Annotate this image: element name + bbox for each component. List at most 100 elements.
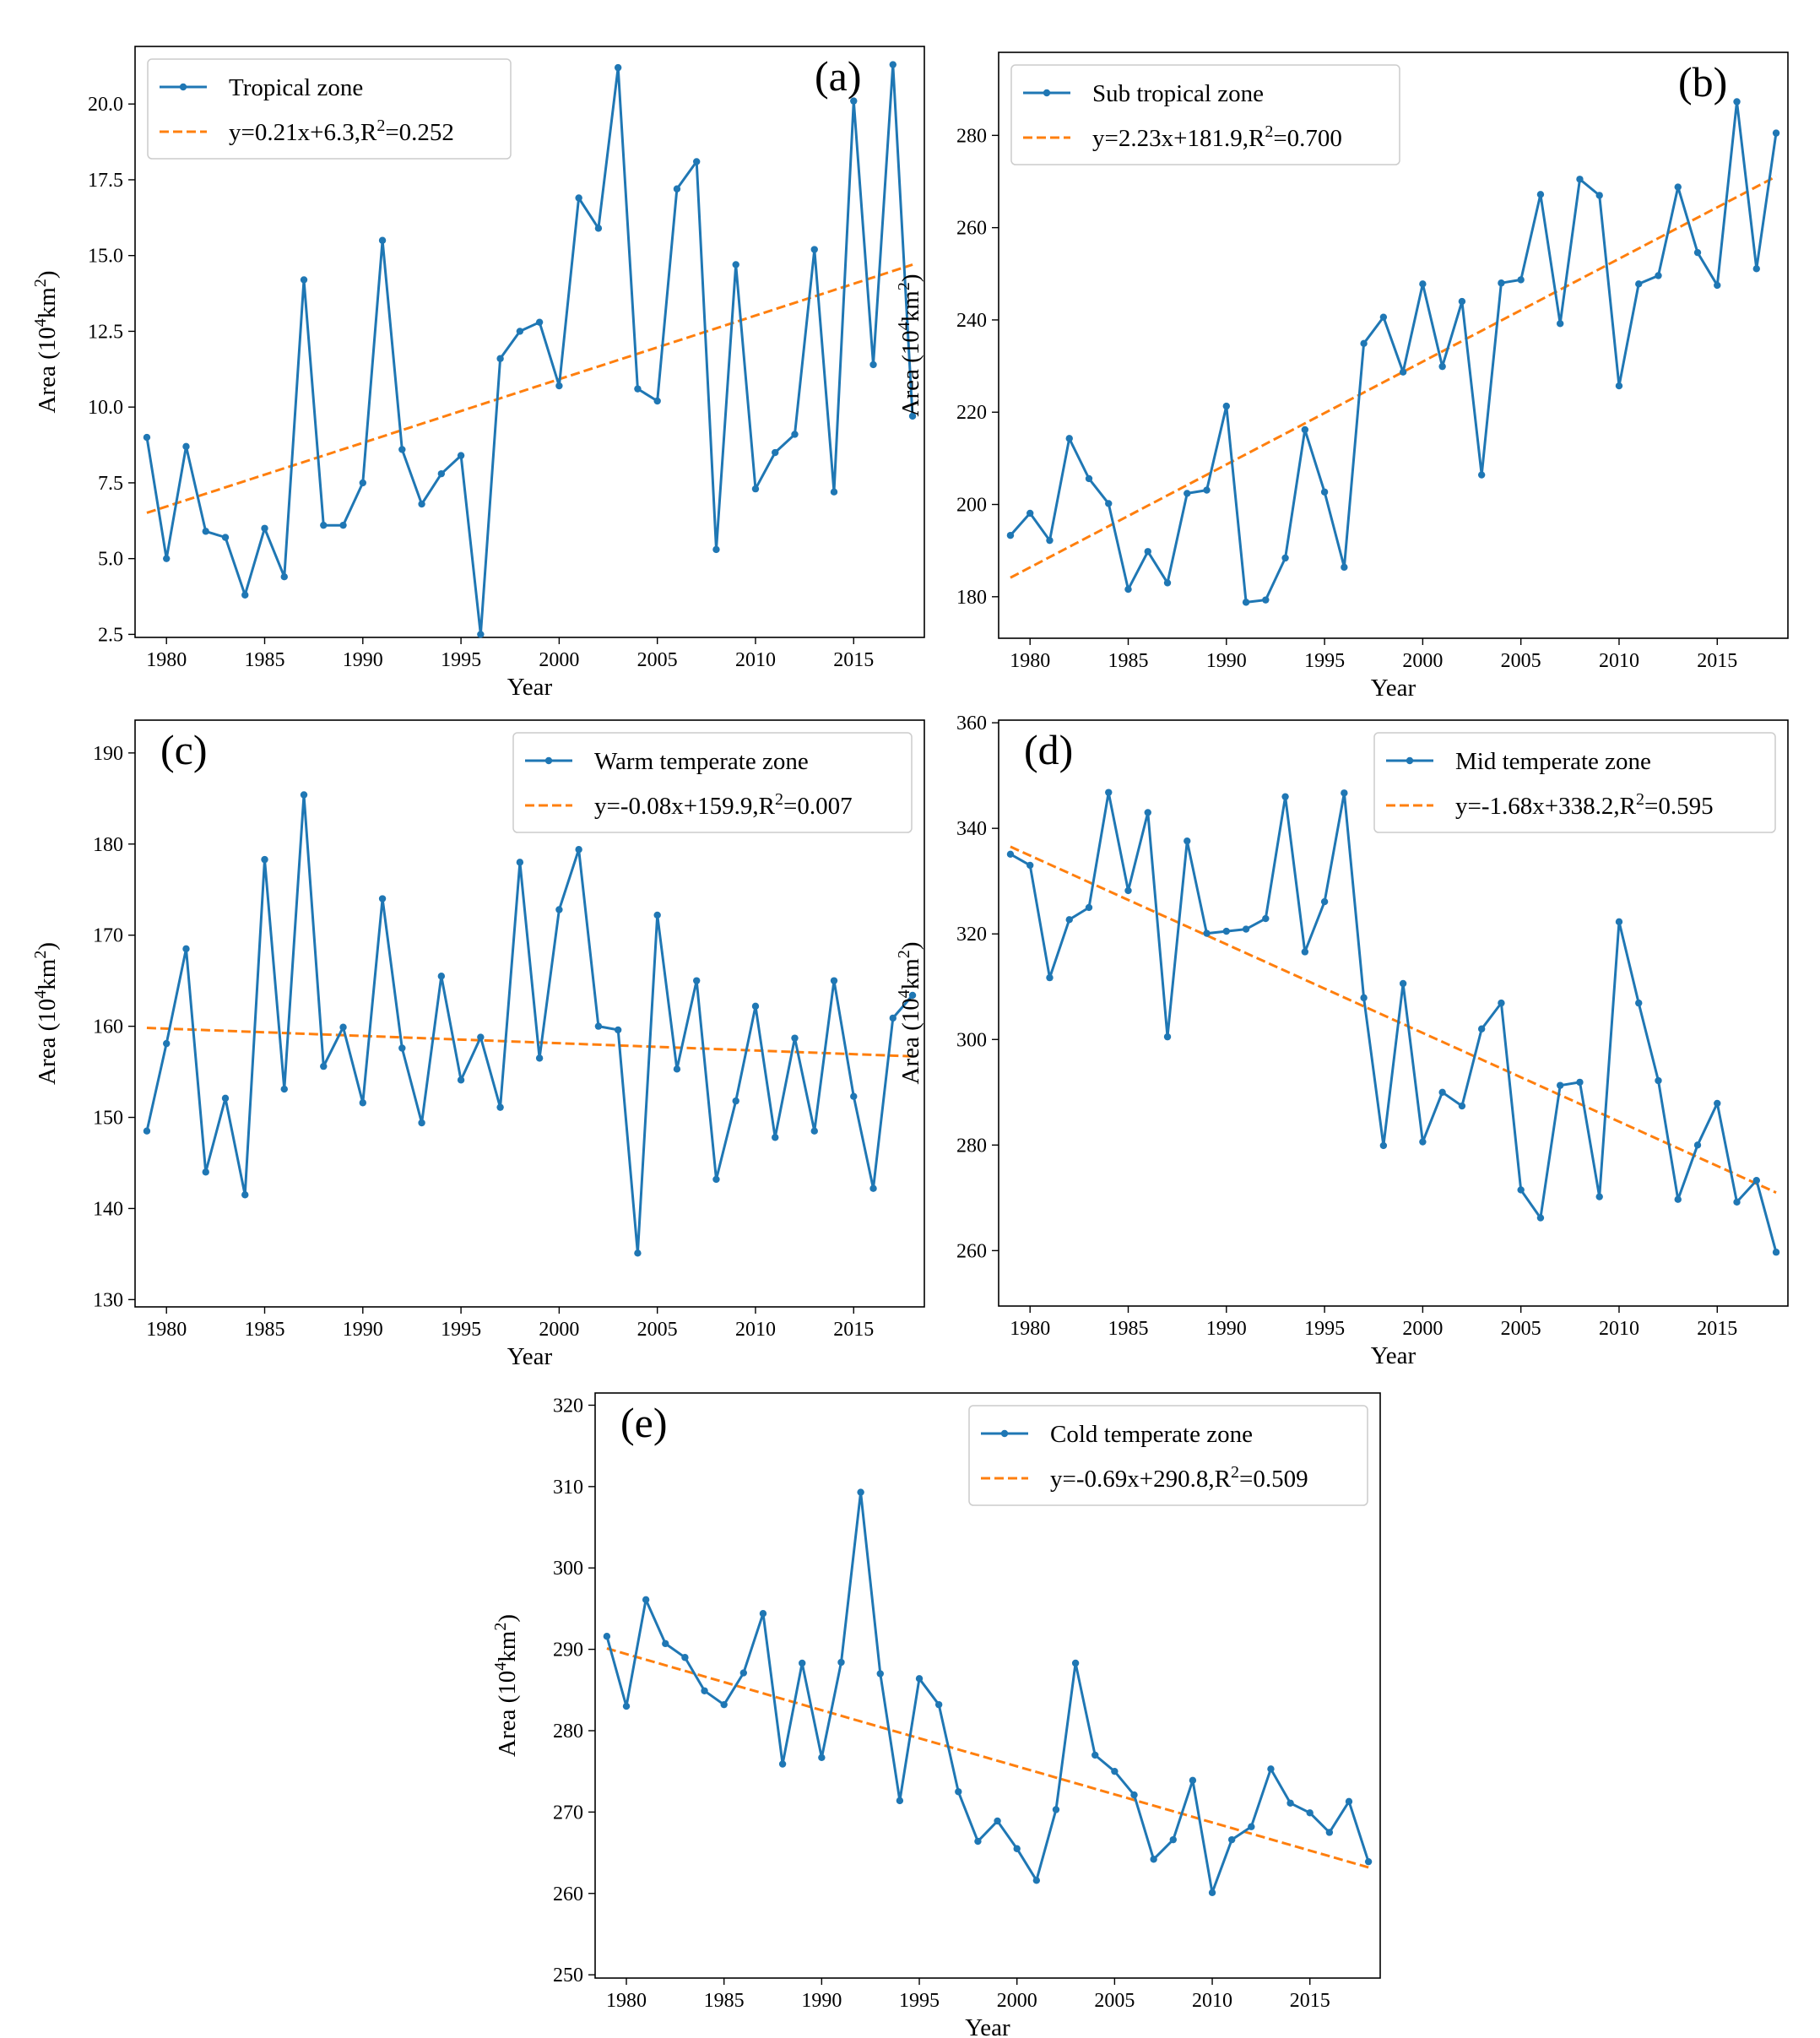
data-point — [1714, 281, 1721, 290]
legend-series-marker — [544, 756, 553, 765]
data-point — [261, 855, 268, 864]
x-tick-label: 2010 — [1192, 1990, 1232, 2012]
data-point — [1635, 999, 1643, 1007]
legend-box — [512, 732, 913, 833]
legend-series-marker — [1000, 1429, 1009, 1438]
data-point — [1032, 1877, 1041, 1884]
data-point — [221, 534, 230, 541]
y-tick-label: 180 — [956, 587, 987, 609]
y-tick-label: 300 — [956, 1029, 987, 1051]
data-point — [692, 977, 701, 984]
data-point — [437, 973, 446, 980]
data-point — [1772, 129, 1780, 137]
legend-box — [1373, 732, 1776, 833]
data-point — [603, 1632, 611, 1640]
x-tick-label: 1995 — [1304, 650, 1345, 672]
data-point — [1208, 1889, 1216, 1896]
legend-fit-label: y=-0.08x+159.9,R2=0.007 — [594, 790, 853, 820]
panel-label: (b) — [1678, 58, 1727, 106]
x-tick-label: 2015 — [1697, 650, 1737, 672]
data-point — [1144, 548, 1151, 556]
y-tick-label: 280 — [553, 1721, 583, 1743]
data-point — [1399, 368, 1407, 376]
x-tick-label: 1990 — [801, 1990, 842, 2012]
data-point — [339, 521, 347, 529]
legend-fit-label: y=0.21x+6.3,R2=0.252 — [229, 117, 454, 146]
x-tick-label: 2000 — [1402, 1318, 1443, 1340]
data-point — [457, 1076, 465, 1084]
legend-series-marker — [1043, 89, 1051, 97]
plot-frame — [998, 719, 1789, 1307]
x-tick-label: 1995 — [441, 649, 481, 671]
y-tick-label: 170 — [93, 925, 123, 947]
x-tick-label: 1995 — [1304, 1318, 1345, 1340]
y-tick-label: 10.0 — [88, 397, 123, 419]
x-tick-label: 2005 — [1501, 650, 1541, 672]
data-point — [1222, 402, 1231, 410]
data-point — [614, 1026, 622, 1034]
data-point — [535, 318, 544, 326]
x-tick-label: 2000 — [539, 649, 579, 671]
data-point — [799, 1659, 806, 1667]
y-tick-label: 220 — [956, 402, 987, 424]
trend-line — [1010, 175, 1777, 579]
data-point — [1458, 297, 1466, 306]
data-point — [1065, 435, 1073, 442]
data-point — [1046, 536, 1054, 545]
trend-line — [1010, 845, 1777, 1194]
data-point — [1150, 1856, 1157, 1863]
y-tick-label: 340 — [956, 818, 987, 840]
data-point — [1655, 272, 1662, 279]
legend-series-label: Cold temperate zone — [1050, 1421, 1253, 1448]
series-line — [1010, 791, 1778, 1253]
x-tick-label: 1995 — [899, 1990, 940, 2012]
data-point — [1419, 1138, 1427, 1146]
data-point — [1091, 1751, 1099, 1759]
y-axis-title: Area (104km2) — [895, 274, 924, 417]
data-point — [398, 446, 406, 453]
data-point — [516, 859, 524, 866]
data-point — [398, 1044, 406, 1052]
data-point — [457, 452, 465, 459]
data-point — [642, 1596, 650, 1604]
y-tick-label: 260 — [553, 1884, 583, 1905]
y-tick-label: 160 — [93, 1016, 123, 1038]
x-tick-label: 2015 — [1697, 1318, 1737, 1340]
data-point — [241, 1191, 249, 1199]
y-tick-label: 300 — [553, 1558, 583, 1580]
data-point — [974, 1837, 982, 1846]
data-point — [1556, 1081, 1564, 1089]
y-tick-label: 240 — [956, 310, 987, 332]
data-point — [889, 61, 896, 68]
data-point — [857, 1488, 864, 1496]
x-tick-label: 1985 — [1108, 650, 1149, 672]
x-axis-title: Year — [507, 1343, 553, 1370]
data-point — [1693, 1141, 1702, 1149]
data-point — [1052, 1806, 1060, 1813]
plot-frame — [998, 51, 1789, 639]
series-line — [145, 63, 914, 636]
data-point — [1286, 1799, 1294, 1807]
legend-series-label: Mid temperate zone — [1455, 748, 1651, 775]
y-axis-title: Area (104km2) — [31, 942, 61, 1085]
data-point — [241, 591, 249, 599]
data-point — [516, 328, 524, 335]
data-point — [1006, 531, 1015, 539]
legend-fit-label: y=2.23x+181.9,R2=0.700 — [1092, 122, 1342, 152]
data-point — [908, 412, 917, 420]
legend-box — [147, 58, 512, 160]
panel-d-mid-temperate: 1980 1985 1990 1995 2000 2005 2010 2015 260 280 30… — [895, 713, 1789, 1369]
data-point — [634, 1249, 642, 1257]
data-point — [732, 1097, 739, 1105]
data-point — [778, 1760, 787, 1768]
data-point — [1301, 948, 1309, 956]
panel-e-cold-temperate: 1980 1985 1990 1995 2000 2005 2010 2015 250 260 27… — [491, 1392, 1381, 2038]
data-point — [1438, 1088, 1446, 1096]
y-tick-label: 20.0 — [88, 94, 123, 116]
data-point — [575, 846, 582, 854]
data-point — [280, 1085, 288, 1093]
x-tick-label: 2010 — [1599, 1318, 1639, 1340]
data-point — [1184, 490, 1191, 497]
data-point — [1379, 313, 1388, 321]
data-point — [692, 158, 701, 165]
